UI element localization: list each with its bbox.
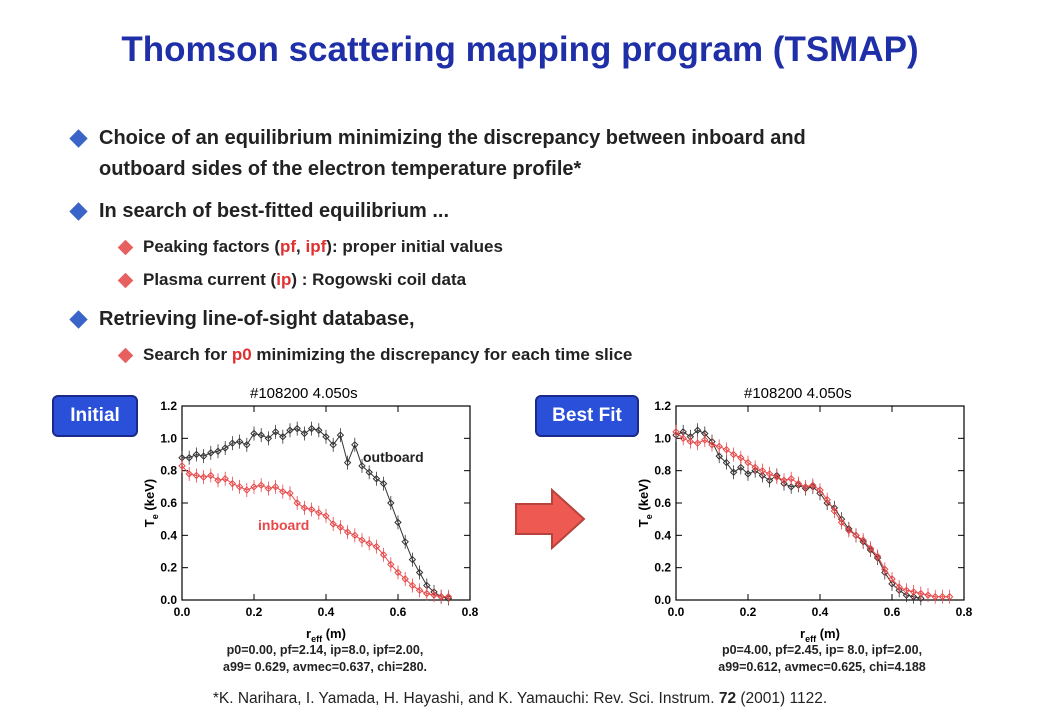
outboard-annotation: outboard <box>363 449 424 465</box>
outboard-series-line <box>676 430 921 598</box>
x-tick-label: 0.0 <box>174 605 191 619</box>
y-tick-label: 0.6 <box>654 496 671 510</box>
initial-label: Initial <box>52 395 138 437</box>
plot-frame <box>676 406 964 600</box>
x-tick-label: 0.6 <box>390 605 407 619</box>
y-tick-label: 1.2 <box>654 399 671 413</box>
reference-footnote: *K. Narihara, I. Yamada, H. Hayashi, and… <box>0 690 1040 708</box>
bullet-best-fit-search: In search of best-fitted equilibrium ... <box>72 196 972 227</box>
chart-title: #108200 4.050s <box>744 385 852 402</box>
y-tick-label: 1.0 <box>160 431 177 445</box>
highlight-p0: p0 <box>232 345 252 364</box>
bullet-text-line1: Choice of an equilibrium minimizing the … <box>99 123 806 154</box>
y-tick-label: 0.2 <box>654 561 671 575</box>
x-tick-label: 0.8 <box>956 605 973 619</box>
blue-diamond-icon <box>69 202 87 220</box>
initial-caption: p0=0.00, pf=2.14, ip=8.0, ipf=2.00, a99=… <box>175 642 475 676</box>
y-tick-label: 0.8 <box>160 464 177 478</box>
highlight-ipf: ipf <box>306 237 327 256</box>
red-diamond-icon <box>118 273 134 289</box>
sub-bullet-plasma-current: Plasma current (ip) : Rogowski coil data <box>120 267 980 293</box>
best-fit-chart: #108200 4.050s 0.0 0.2 0.4 0.6 0.8 0.0 0.2 0.4 0.… <box>634 378 984 648</box>
x-tick-label: 0.2 <box>246 605 263 619</box>
y-tick-label: 1.0 <box>654 431 671 445</box>
x-tick-label: 0.4 <box>812 605 829 619</box>
y-tick-label: 0.8 <box>654 464 671 478</box>
x-tick-label: 0.4 <box>318 605 335 619</box>
bullet-text: Retrieving line-of-sight database, <box>99 304 415 335</box>
x-tick-label: 0.8 <box>462 605 479 619</box>
best-fit-chart-svg: #108200 4.050s 0.0 0.2 0.4 0.6 0.8 0.0 0.2 0.4 0.… <box>634 378 984 643</box>
inboard-series-line <box>182 466 448 597</box>
x-axis-label: reff (m) <box>306 626 346 643</box>
x-tick-label: 0.6 <box>884 605 901 619</box>
bullet-line-of-sight: Retrieving line-of-sight database, <box>72 304 972 335</box>
red-diamond-icon <box>118 348 134 364</box>
y-tick-label: 0.4 <box>654 528 671 542</box>
right-arrow-icon <box>514 488 586 550</box>
best-fit-caption: p0=4.00, pf=2.45, ip= 8.0, ipf=2.00, a99… <box>672 642 972 676</box>
blue-diamond-icon <box>69 129 87 147</box>
bullet-equilibrium-choice: Choice of an equilibrium minimizing the … <box>72 123 972 185</box>
y-axis-label: Te (keV) <box>636 479 654 527</box>
best-fit-label: Best Fit <box>535 395 639 437</box>
chart-title: #108200 4.050s <box>250 385 358 402</box>
x-axis-label: reff (m) <box>800 626 840 643</box>
y-tick-label: 0.0 <box>654 593 671 607</box>
initial-chart: #108200 4.050s 0.0 0.2 0.4 0.6 0.8 0.0 0.2 0.4 0.… <box>140 378 490 648</box>
y-tick-label: 0.2 <box>160 561 177 575</box>
y-tick-label: 1.2 <box>160 399 177 413</box>
y-axis-label: Te (keV) <box>142 479 160 527</box>
x-tick-label: 0.0 <box>668 605 685 619</box>
bullet-text-line2: outboard sides of the electron temperatu… <box>99 154 806 185</box>
slide-title: Thomson scattering mapping program (TSMA… <box>0 30 1040 70</box>
highlight-pf: pf <box>280 237 296 256</box>
blue-diamond-icon <box>69 310 87 328</box>
inboard-annotation: inboard <box>258 517 309 533</box>
sub-bullet-p0-search: Search for p0 minimizing the discrepancy… <box>120 342 980 368</box>
bullet-text: In search of best-fitted equilibrium ... <box>99 196 449 227</box>
sub-bullet-peaking-factors: Peaking factors (pf, ipf): proper initia… <box>120 234 980 260</box>
y-tick-label: 0.6 <box>160 496 177 510</box>
y-tick-label: 0.4 <box>160 528 177 542</box>
x-tick-label: 0.2 <box>740 605 757 619</box>
y-tick-label: 0.0 <box>160 593 177 607</box>
initial-chart-svg: #108200 4.050s 0.0 0.2 0.4 0.6 0.8 0.0 0.2 0.4 0.… <box>140 378 490 643</box>
red-diamond-icon <box>118 240 134 256</box>
highlight-ip: ip <box>276 270 291 289</box>
